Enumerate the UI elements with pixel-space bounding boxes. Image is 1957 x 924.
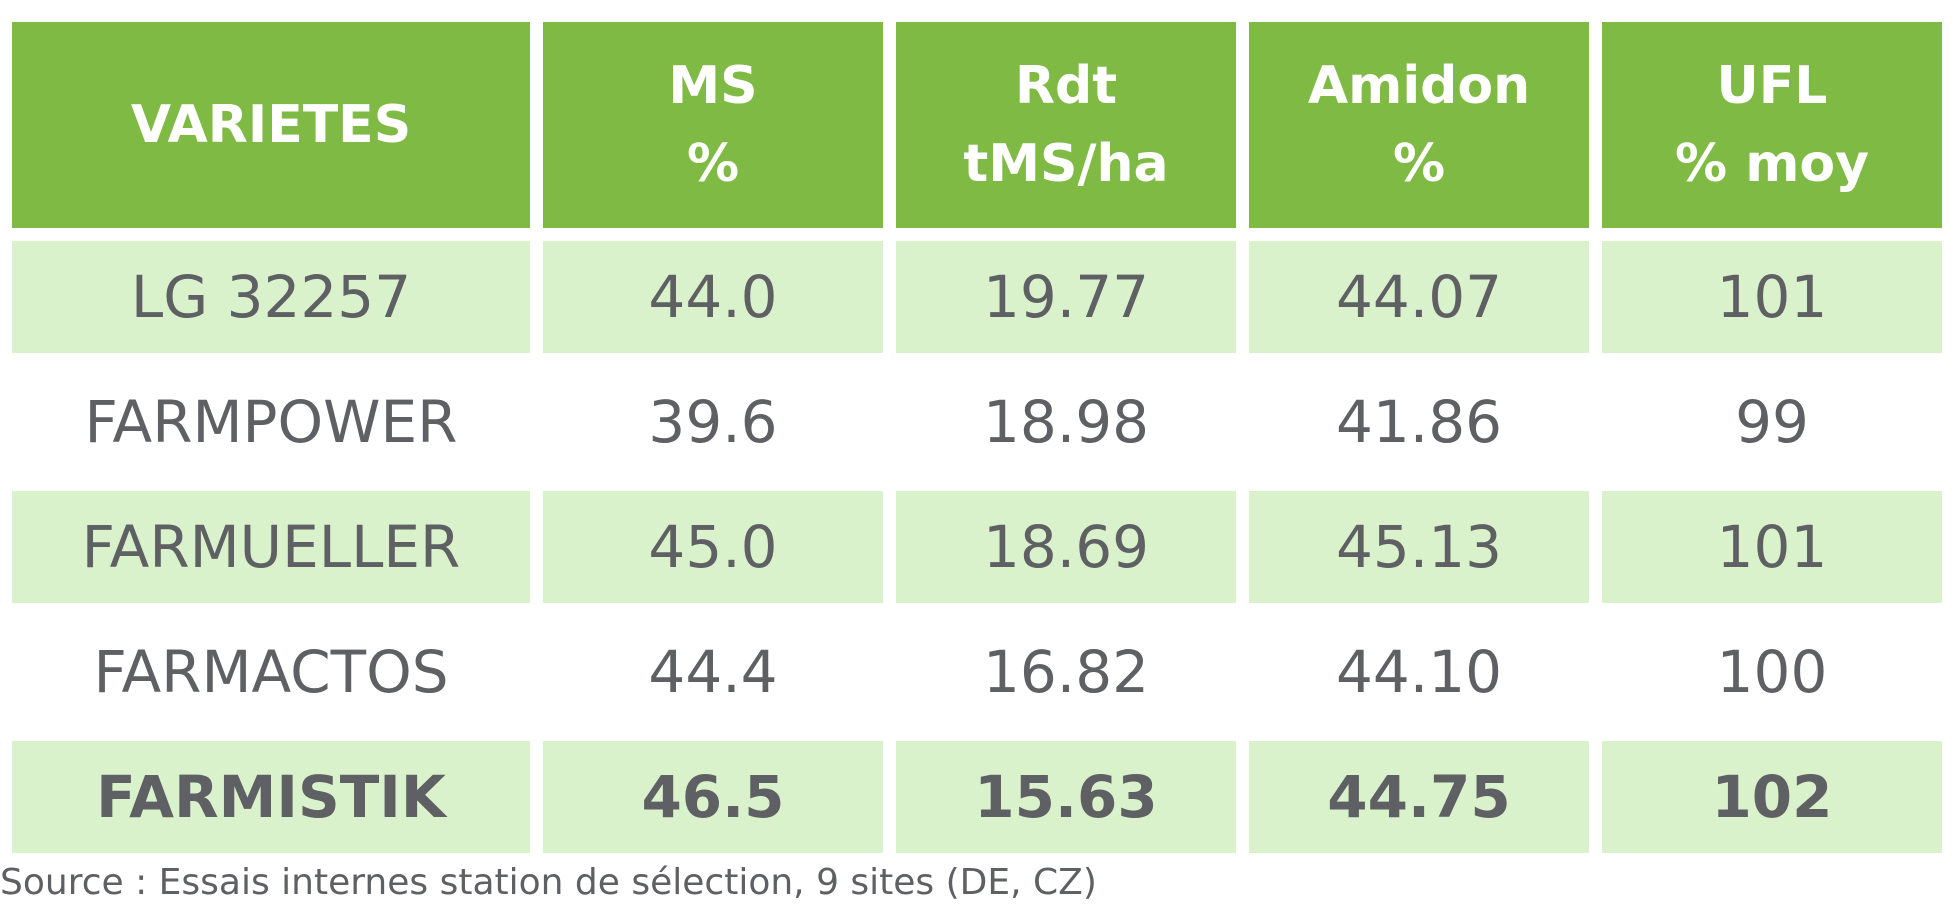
header-ms-line2: %: [686, 134, 740, 194]
header-rdt: Rdt tMS/ha: [896, 22, 1236, 228]
row-5-ufl: 102: [1602, 741, 1942, 853]
row-4-ufl: 100: [1602, 616, 1942, 728]
header-amidon: Amidon %: [1249, 22, 1589, 228]
header-amidon-line1: Amidon: [1307, 56, 1531, 116]
row-4-amidon: 44.10: [1249, 616, 1589, 728]
row-3-amidon: 45.13: [1249, 491, 1589, 603]
row-5-variety: FARMISTIK: [12, 741, 530, 853]
row-5-ms: 46.5: [543, 741, 883, 853]
header-ufl-line1: UFL: [1716, 56, 1828, 116]
header-ufl-line2: % moy: [1674, 134, 1869, 194]
row-2-ms: 39.6: [543, 366, 883, 478]
row-2-ufl: 99: [1602, 366, 1942, 478]
row-1-ms: 44.0: [543, 241, 883, 353]
header-rdt-line2: tMS/ha: [963, 134, 1169, 194]
header-varietes: VARIETES: [12, 22, 530, 228]
header-rdt-line1: Rdt: [1014, 56, 1118, 116]
row-2-amidon: 41.86: [1249, 366, 1589, 478]
variety-comparison-table: VARIETES MS % Rdt tMS/ha Amidon % UFL % …: [12, 22, 1942, 853]
row-1-ufl: 101: [1602, 241, 1942, 353]
row-4-ms: 44.4: [543, 616, 883, 728]
row-3-ufl: 101: [1602, 491, 1942, 603]
row-1-rdt: 19.77: [896, 241, 1236, 353]
row-5-rdt: 15.63: [896, 741, 1236, 853]
row-4-variety: FARMACTOS: [12, 616, 530, 728]
row-3-variety: FARMUELLER: [12, 491, 530, 603]
row-2-rdt: 18.98: [896, 366, 1236, 478]
source-note: Source : Essais internes station de séle…: [0, 862, 1097, 903]
row-3-ms: 45.0: [543, 491, 883, 603]
header-varietes-label: VARIETES: [130, 95, 412, 155]
row-3-rdt: 18.69: [896, 491, 1236, 603]
header-amidon-line2: %: [1392, 134, 1446, 194]
row-2-variety: FARMPOWER: [12, 366, 530, 478]
header-ms-line1: MS: [668, 56, 758, 116]
header-ufl: UFL % moy: [1602, 22, 1942, 228]
header-ms: MS %: [543, 22, 883, 228]
row-4-rdt: 16.82: [896, 616, 1236, 728]
row-1-variety: LG 32257: [12, 241, 530, 353]
row-1-amidon: 44.07: [1249, 241, 1589, 353]
row-5-amidon: 44.75: [1249, 741, 1589, 853]
